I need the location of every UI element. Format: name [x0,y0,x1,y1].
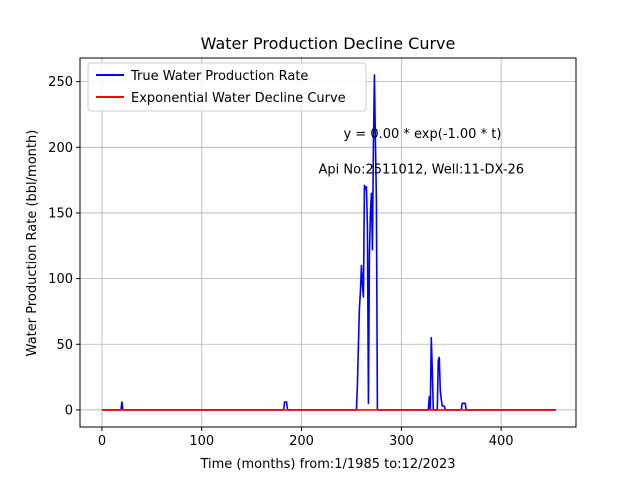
legend: True Water Production Rate Exponential W… [87,62,367,112]
x-axis-label: Time (months) from:1/1985 to:12/2023 [199,457,455,472]
legend-label-true-rate: True Water Production Rate [130,69,308,84]
x-tick-label: 300 [389,434,414,449]
x-tick-label: 200 [289,434,314,449]
y-tick-label: 250 [48,75,73,90]
legend-box [87,62,367,112]
x-tick-label: 0 [98,434,106,449]
y-tick-label: 50 [56,338,73,353]
y-tick-label: 100 [48,272,73,287]
series-layer [101,74,557,411]
legend-label-exponential: Exponential Water Decline Curve [131,91,346,106]
ticks: 0 100 200 300 400 0 50 100 150 200 250 [48,75,513,449]
well-info-annotation: Api No:2511012, Well:11-DX-26 [319,163,525,178]
x-tick-label: 100 [189,434,214,449]
x-tick-label: 400 [489,434,514,449]
fit-equation-annotation: y = 0.00 * exp(-1.00 * t) [343,127,501,142]
y-tick-label: 200 [48,141,73,156]
chart-title: Water Production Decline Curve [201,34,456,53]
y-tick-label: 150 [48,206,73,221]
y-axis-label: Water Production Rate (bbl/month) [25,130,40,357]
plot-frame [79,57,577,428]
y-tick-label: 0 [65,403,73,418]
